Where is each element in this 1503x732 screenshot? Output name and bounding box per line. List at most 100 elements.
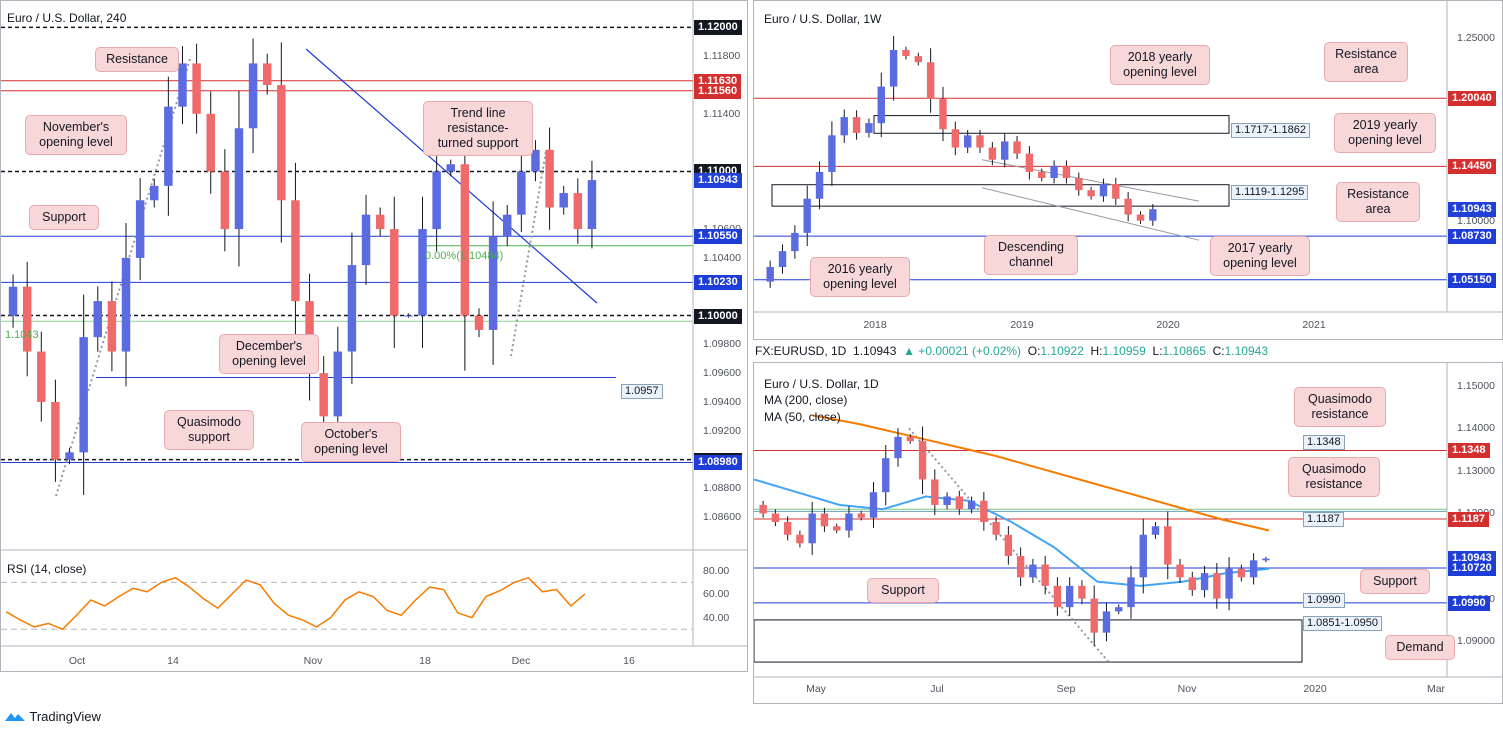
candle-body (951, 129, 960, 148)
price-tick: 1.09800 (703, 338, 741, 351)
candle-body (206, 113, 215, 172)
open-label: O: (1027, 344, 1041, 358)
candle-body (277, 85, 286, 201)
candle-body (833, 526, 841, 531)
candle-body (931, 479, 939, 505)
candle-body (766, 266, 774, 282)
daily-chart-panel[interactable]: Euro / U.S. Dollar, 1D MA (200, close) M… (753, 362, 1503, 704)
time-tick: Dec (511, 655, 531, 667)
callout-resistance: Resistance (95, 47, 179, 72)
price-tag: 1.08730 (1448, 229, 1496, 245)
candle-body (791, 232, 799, 252)
trend-line (305, 48, 598, 304)
candle-body (976, 135, 984, 148)
price-tick: 1.10000 (1457, 214, 1495, 227)
candle-body (319, 373, 328, 417)
candle-body (803, 198, 811, 233)
candle-body (1188, 577, 1196, 591)
candle-body (1262, 558, 1270, 561)
price-tick: 1.08600 (703, 511, 741, 524)
time-tick: 2020 (1156, 319, 1180, 331)
symbol-label: FX:EURUSD, 1D (755, 344, 847, 358)
price-tick: 1.14000 (1457, 422, 1495, 435)
callout-qm-resistance: Quasimodo resistance (1288, 457, 1380, 497)
d1-svg (754, 363, 1502, 678)
price-tick: 1.09000 (1457, 635, 1495, 648)
candle-body (1016, 556, 1025, 578)
candle-body (460, 164, 470, 316)
candle-body (192, 63, 201, 114)
candle-body (808, 513, 816, 544)
time-tick: 2020 (1303, 683, 1327, 695)
candle-body (1200, 573, 1209, 591)
callout-december-open: December's opening level (219, 334, 319, 374)
candle-body (333, 351, 343, 417)
price-tick: 1.15000 (1457, 379, 1495, 392)
candle-body (404, 315, 413, 317)
ma200-legend: MA (200, close) (764, 393, 848, 407)
candle-body (220, 171, 230, 230)
weekly-chart-panel[interactable]: Euro / U.S. Dollar, 1W 1.25000 1.10000 1.… (753, 0, 1503, 340)
candle-body (845, 513, 853, 531)
candle-body (531, 149, 540, 172)
candle-body (1115, 607, 1123, 612)
price-tick: 1.13000 (1457, 464, 1495, 477)
candle-body (1237, 568, 1246, 578)
price-tag: 1.0990 (1448, 595, 1490, 611)
candle-body (93, 301, 103, 338)
candle-body (918, 441, 927, 480)
callout-demand: Demand (1385, 635, 1455, 660)
candle-body (178, 63, 187, 107)
candle-body (135, 200, 145, 258)
candle-body (771, 513, 780, 522)
price-tag: 1.10550 (694, 229, 742, 245)
candle-body (1151, 526, 1160, 535)
qm-label-1348: 1.1348 (1303, 435, 1345, 450)
time-tick: 16 (623, 655, 635, 667)
price-tick: 1.08800 (703, 482, 741, 495)
candle-body (418, 229, 427, 316)
candle-body (37, 351, 46, 402)
last-price: 1.10943 (853, 344, 897, 358)
price-tag: 1.20040 (1448, 91, 1496, 107)
candle-body (234, 128, 244, 230)
candle-body (107, 301, 117, 352)
time-tick: Nov (303, 655, 323, 667)
candle-body (573, 193, 583, 230)
candle-body (291, 200, 300, 302)
callout-resistance-area-top: Resistance area (1324, 42, 1408, 82)
price-tick: 1.25000 (1457, 31, 1495, 44)
callout-trend-line: Trend line resistance- turned support (423, 101, 533, 156)
candle-body (1025, 153, 1034, 172)
candle-body (559, 193, 568, 208)
candle-body (1004, 534, 1013, 557)
candle-body (1041, 564, 1049, 586)
candle-body (1164, 526, 1172, 565)
tradingview-logo[interactable]: TradingView (4, 709, 101, 724)
candle-body (248, 63, 258, 129)
price-tick: 1.09600 (703, 367, 741, 380)
candle-body (361, 214, 371, 266)
dotted-trend-line (908, 427, 1110, 664)
open-value: 1.10922 (1040, 344, 1084, 358)
candle-body (926, 62, 935, 99)
candle-body (1013, 141, 1021, 154)
candle-body (967, 500, 976, 510)
low-label: L: (1152, 344, 1163, 358)
callout-2018-open: 2018 yearly opening level (1110, 45, 1210, 85)
candle-body (902, 50, 910, 57)
w1-svg (754, 1, 1502, 313)
candle-body (955, 496, 963, 510)
price-tag: 1.08980 (694, 455, 742, 471)
candle-body (852, 117, 861, 133)
price-tag: 1.1187 (1448, 512, 1490, 528)
close-value: 1.10943 (1224, 344, 1268, 358)
candle-body (820, 513, 829, 527)
h4-chart-panel[interactable]: Euro / U.S. Dollar, 240 RSI (14, close) … (0, 0, 748, 672)
candle-body (164, 106, 173, 186)
candle-body (1078, 585, 1086, 599)
time-tick: 2018 (863, 319, 887, 331)
qm-label-1187: 1.1187 (1303, 512, 1344, 527)
ma50-line (754, 478, 1270, 587)
candle-body (262, 63, 272, 86)
